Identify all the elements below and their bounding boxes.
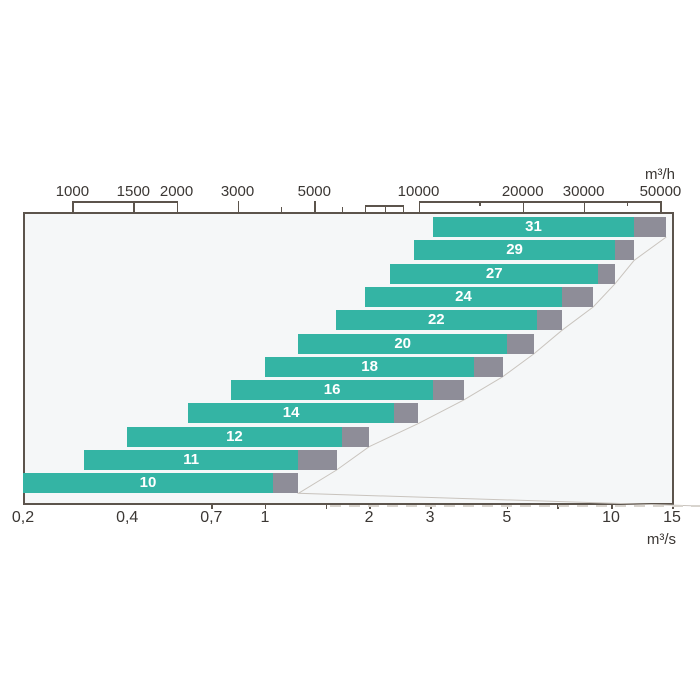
top-axis-bracket xyxy=(418,201,661,203)
bar-nominal-range-size-20 xyxy=(298,333,507,354)
top-axis-label: 5000 xyxy=(297,183,331,200)
bar-extended-range-size-27 xyxy=(597,263,616,284)
bar-extended-range-size-18 xyxy=(474,356,503,377)
envelope-line xyxy=(296,236,700,507)
bar-size-label: 14 xyxy=(282,404,300,422)
top-axis-label: 20000 xyxy=(501,183,544,200)
bar-size-label: 10 xyxy=(139,474,157,492)
bar-extended-range-size-10 xyxy=(273,473,299,494)
top-axis-label: 10000 xyxy=(397,183,440,200)
top-axis-major-tick xyxy=(133,201,135,212)
top-axis-label: 1000 xyxy=(55,183,90,200)
top-axis-major-tick xyxy=(237,201,240,212)
bar-nominal-range-size-14 xyxy=(188,403,395,424)
bottom-axis-unit-label: m³/s xyxy=(646,531,676,548)
top-axis-major-tick xyxy=(583,201,586,212)
top-axis-unit-label: m³/h xyxy=(645,166,675,183)
bar-nominal-range-size-24 xyxy=(364,286,563,307)
bottom-axis-tick xyxy=(611,503,613,509)
bar-nominal-range-size-27 xyxy=(390,263,598,284)
top-axis-major-tick xyxy=(660,201,662,212)
bottom-axis-tick xyxy=(211,503,213,509)
bar-extended-range-size-12 xyxy=(341,426,370,447)
bar-nominal-range-size-11 xyxy=(83,450,299,470)
top-axis-label: 1500 xyxy=(116,183,151,200)
bar-extended-range-size-11 xyxy=(298,450,337,470)
bar-extended-range-size-14 xyxy=(394,403,419,424)
bottom-axis-tick xyxy=(264,503,267,509)
top-axis-label: 2000 xyxy=(159,183,194,200)
bottom-axis-label: 10 xyxy=(602,509,620,526)
top-axis-bracket xyxy=(72,201,177,203)
top-axis-major-tick xyxy=(418,201,420,212)
top-axis-hanging-tick xyxy=(479,201,481,206)
top-axis-label: 3000 xyxy=(220,183,255,200)
bar-nominal-range-size-18 xyxy=(264,356,475,377)
bar-extended-range-size-20 xyxy=(506,333,535,354)
bar-size-label: 29 xyxy=(506,241,523,259)
bar-extended-range-size-29 xyxy=(615,240,635,261)
top-axis-boxed-tick xyxy=(364,205,367,212)
bar-extended-range-size-31 xyxy=(634,217,667,237)
top-axis-major-tick xyxy=(522,201,525,212)
bar-size-label: 12 xyxy=(226,427,243,445)
top-axis-minor-tick xyxy=(280,207,283,212)
bar-size-label: 16 xyxy=(323,381,341,399)
bar-size-label: 27 xyxy=(485,264,503,282)
bar-extended-range-size-24 xyxy=(562,286,594,307)
top-axis-label: 30000 xyxy=(562,183,605,200)
bar-size-label: 24 xyxy=(455,287,472,305)
top-axis-major-tick xyxy=(72,201,74,212)
bar-size-label: 22 xyxy=(427,311,445,329)
bar-nominal-range-size-31 xyxy=(432,217,635,237)
top-axis-major-tick xyxy=(314,201,316,212)
top-axis-hanging-tick xyxy=(626,201,629,206)
bottom-axis-label: 0,7 xyxy=(200,509,223,526)
bottom-axis-label: 3 xyxy=(425,509,435,526)
bar-nominal-range-size-22 xyxy=(335,310,538,331)
bottom-axis-label: 0,2 xyxy=(11,509,35,526)
bottom-axis-label: 0,4 xyxy=(116,509,139,526)
bar-nominal-range-size-10 xyxy=(23,473,274,494)
bar-nominal-range-size-29 xyxy=(413,240,616,261)
bar-nominal-range-size-16 xyxy=(231,380,433,401)
top-axis-boxed-tick xyxy=(384,205,387,212)
bar-size-label: 31 xyxy=(525,218,542,235)
top-axis-boxed-tick xyxy=(402,205,405,212)
top-axis-label: 50000 xyxy=(639,183,682,200)
bottom-axis-label: 15 xyxy=(663,509,681,526)
top-axis-major-tick xyxy=(176,201,179,212)
bottom-axis-label: 2 xyxy=(364,509,374,526)
bar-nominal-range-size-12 xyxy=(127,426,342,447)
bottom-axis-tick xyxy=(325,503,328,509)
top-axis-minor-tick xyxy=(341,207,344,212)
bar-size-label: 18 xyxy=(361,357,378,375)
bar-size-label: 11 xyxy=(183,451,200,468)
top-axis-box-bracket xyxy=(364,205,403,207)
bottom-axis-label: 1 xyxy=(260,509,270,526)
bar-extended-range-size-22 xyxy=(537,310,563,331)
bottom-axis-label: 5 xyxy=(502,509,512,526)
bar-size-label: 20 xyxy=(394,334,411,352)
bar-extended-range-size-16 xyxy=(432,380,464,401)
